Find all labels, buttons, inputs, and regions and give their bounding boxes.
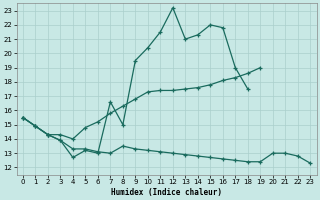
X-axis label: Humidex (Indice chaleur): Humidex (Indice chaleur) xyxy=(111,188,222,197)
